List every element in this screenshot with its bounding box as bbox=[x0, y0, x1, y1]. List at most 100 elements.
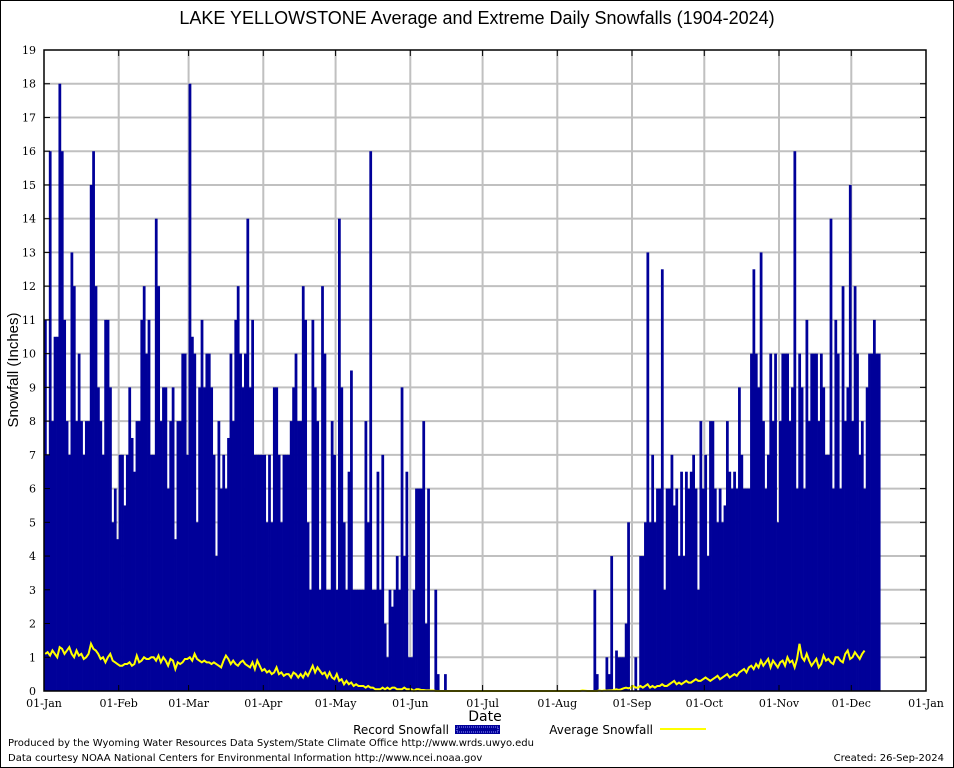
record-bar bbox=[277, 454, 281, 691]
record-bar bbox=[241, 387, 245, 691]
record-bar bbox=[605, 657, 609, 691]
record-bar bbox=[718, 488, 722, 691]
plot-border bbox=[43, 49, 927, 692]
record-bar bbox=[133, 471, 136, 691]
record-bar bbox=[316, 421, 320, 691]
x-tick-label: 01-Apr bbox=[244, 697, 283, 710]
record-bar bbox=[656, 488, 659, 691]
record-bar bbox=[648, 522, 652, 691]
record-bar bbox=[653, 522, 657, 691]
record-bar bbox=[704, 454, 708, 691]
record-bar bbox=[113, 488, 117, 691]
record-bar bbox=[258, 454, 262, 691]
record-bar bbox=[195, 522, 199, 691]
record-bar bbox=[877, 353, 881, 691]
record-bar bbox=[759, 252, 763, 691]
record-bar bbox=[865, 387, 869, 691]
record-bar bbox=[97, 387, 100, 691]
record-bar bbox=[824, 454, 828, 691]
record-bar bbox=[407, 657, 411, 691]
record-bar bbox=[265, 522, 269, 691]
y-tick-label: 12 bbox=[22, 280, 36, 293]
record-bar bbox=[48, 151, 52, 692]
record-bar bbox=[764, 488, 768, 691]
record-bar bbox=[244, 353, 247, 691]
record-bar bbox=[335, 589, 339, 691]
record-bar bbox=[236, 286, 240, 691]
record-bar bbox=[641, 556, 645, 691]
record-bar bbox=[617, 657, 621, 691]
record-bar bbox=[798, 353, 802, 691]
record-bar bbox=[99, 421, 103, 691]
record-bar bbox=[56, 336, 59, 691]
y-tick-label: 14 bbox=[22, 213, 36, 226]
record-bar bbox=[815, 353, 818, 691]
record-bar bbox=[711, 421, 715, 691]
record-bar bbox=[757, 387, 761, 691]
record-bar bbox=[807, 421, 811, 691]
record-bar bbox=[593, 589, 597, 691]
record-bar bbox=[166, 488, 170, 691]
record-bar bbox=[783, 353, 787, 691]
legend-swatch-record bbox=[455, 725, 500, 734]
record-bar bbox=[750, 353, 753, 691]
record-bar bbox=[371, 589, 375, 691]
record-bar bbox=[713, 488, 717, 691]
record-bar bbox=[159, 421, 163, 691]
record-bar bbox=[872, 319, 876, 691]
record-bar bbox=[766, 454, 770, 691]
record-bar bbox=[272, 387, 276, 691]
y-tick-label: 16 bbox=[22, 145, 36, 158]
record-bar bbox=[260, 454, 264, 691]
record-bar bbox=[403, 556, 406, 691]
record-bar bbox=[781, 353, 785, 691]
y-tick-label: 18 bbox=[22, 78, 36, 91]
record-bar bbox=[856, 353, 859, 691]
record-bar bbox=[313, 387, 317, 691]
record-bar bbox=[68, 454, 71, 691]
x-tick-label: 01-Nov bbox=[759, 697, 800, 710]
record-bar bbox=[595, 674, 599, 691]
x-tick-labels: 01-Jan 01-Feb 01-Mar 01-Apr 01-May 01-Jun 01-J… bbox=[26, 697, 944, 710]
record-bar bbox=[419, 488, 423, 691]
record-bar bbox=[354, 589, 358, 691]
record-bar bbox=[858, 454, 862, 691]
record-bar bbox=[699, 421, 703, 691]
axes bbox=[43, 49, 927, 692]
record-bar bbox=[210, 387, 214, 691]
record-bar bbox=[181, 353, 185, 691]
record-bar bbox=[829, 218, 833, 691]
record-bar bbox=[178, 421, 182, 691]
record-bar bbox=[234, 319, 238, 691]
record-bar bbox=[280, 522, 283, 691]
record-bar bbox=[137, 421, 141, 691]
record-bar bbox=[135, 421, 139, 691]
record-bar bbox=[644, 522, 647, 691]
record-bar bbox=[309, 589, 312, 691]
footer-produced-by: Produced by the Wyoming Water Resources … bbox=[8, 738, 534, 749]
record-bar bbox=[660, 269, 664, 691]
record-bar bbox=[229, 353, 233, 691]
record-bar bbox=[672, 505, 676, 691]
record-bar bbox=[205, 353, 209, 691]
record-bar bbox=[836, 353, 840, 691]
record-bar bbox=[318, 589, 322, 691]
record-bar bbox=[171, 387, 175, 691]
record-bar bbox=[362, 589, 365, 691]
record-bar bbox=[118, 454, 122, 691]
record-bar bbox=[709, 421, 712, 691]
record-bar bbox=[364, 421, 368, 691]
y-tick-label: 10 bbox=[22, 348, 36, 361]
record-bar bbox=[203, 387, 206, 691]
record-bar bbox=[444, 674, 447, 691]
record-bar bbox=[287, 454, 291, 691]
record-bar bbox=[87, 421, 91, 691]
record-bar bbox=[771, 421, 775, 691]
record-bar bbox=[875, 353, 879, 691]
record-bar bbox=[694, 488, 698, 691]
record-bar bbox=[627, 522, 630, 691]
record-bar bbox=[92, 151, 95, 692]
record-bar bbox=[381, 454, 385, 691]
record-bar bbox=[774, 353, 777, 691]
record-bar bbox=[292, 387, 295, 691]
